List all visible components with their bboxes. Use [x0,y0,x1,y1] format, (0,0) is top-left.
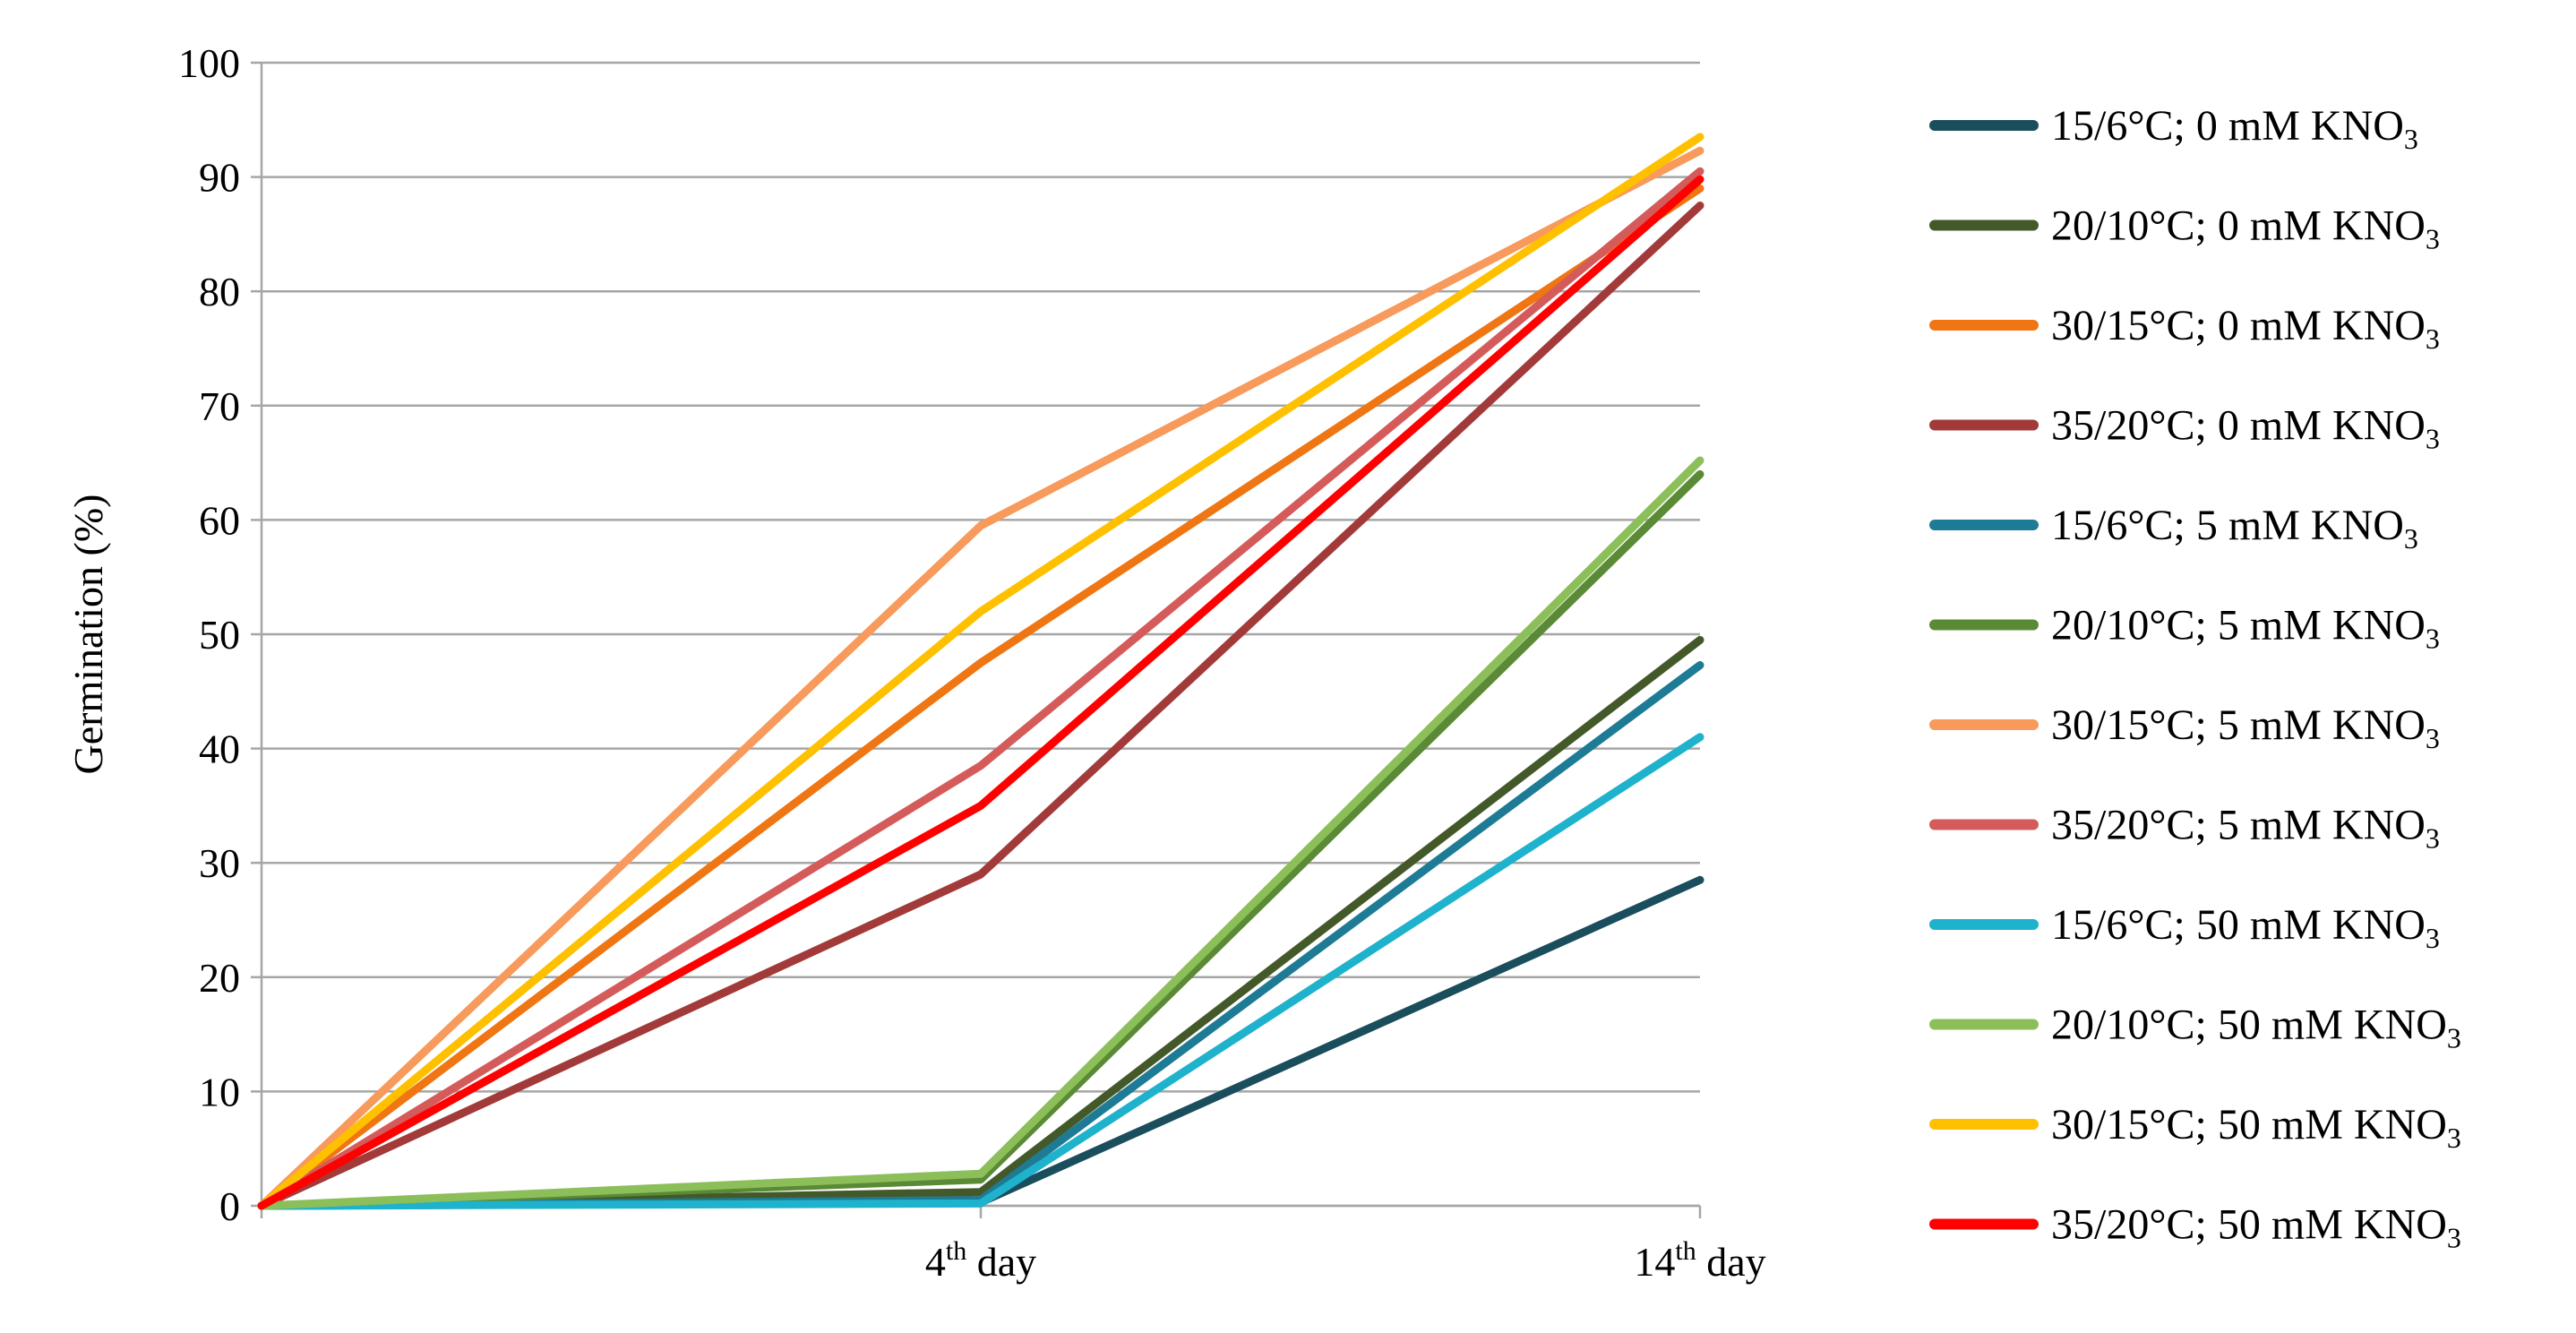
y-tick-label: 90 [199,155,240,201]
series-line-4 [257,202,1704,1210]
y-axis-title: Germination (%) [65,494,111,775]
y-tick-label: 100 [178,40,240,86]
legend-label: 30/15°C; 0 mM KNO3 [2051,302,2440,355]
series-line-6 [257,469,1704,1210]
series-line-5 [257,661,1704,1210]
legend-label: 20/10°C; 0 mM KNO3 [2051,202,2440,255]
y-tick-labels: 0 10 20 30 40 50 60 70 80 90 100 [178,40,240,1229]
legend-label: 15/6°C; 50 mM KNO3 [2051,901,2440,954]
grid-lines [262,61,1700,1208]
legend-label: 35/20°C; 0 mM KNO3 [2051,402,2440,455]
y-tick-label: 20 [199,955,240,1001]
series-line-11 [257,133,1704,1210]
legend-label: 30/15°C; 50 mM KNO3 [2051,1101,2461,1154]
x-tick-label: 14th day [1634,1236,1765,1285]
y-tick-label: 70 [199,383,240,429]
y-tick-label: 60 [199,497,240,543]
series-line-10 [257,456,1704,1210]
series-line-9 [257,733,1704,1210]
legend-label: 30/15°C; 5 mM KNO3 [2051,701,2440,754]
x-tick-label: 4th day [925,1236,1036,1285]
y-tick-label: 50 [199,612,240,658]
series-line-7 [257,146,1704,1210]
legend-label: 35/20°C; 5 mM KNO3 [2051,802,2440,855]
y-tick-label: 0 [219,1183,240,1229]
y-tick-label: 80 [199,269,240,314]
x-tick-labels: 4th day 14th day [925,1236,1766,1285]
series-line-3 [257,184,1704,1210]
legend: 15/6°C; 0 mM KNO3 20/10°C; 0 mM KNO3 30/15… [1929,102,2461,1254]
series-line-2 [257,635,1704,1210]
y-tick-label: 40 [199,727,240,772]
series-line-8 [257,167,1704,1210]
legend-label: 20/10°C; 50 mM KNO3 [2051,1002,2461,1054]
legend-label: 15/6°C; 5 mM KNO3 [2051,502,2418,555]
legend-label: 15/6°C; 0 mM KNO3 [2051,102,2418,155]
series-line-12 [257,175,1704,1210]
legend-label: 35/20°C; 50 mM KNO3 [2051,1201,2461,1254]
legend-label: 20/10°C; 5 mM KNO3 [2051,602,2440,655]
y-tick-label: 10 [199,1069,240,1114]
series-lines [257,133,1704,1210]
y-tick-label: 30 [199,840,240,886]
